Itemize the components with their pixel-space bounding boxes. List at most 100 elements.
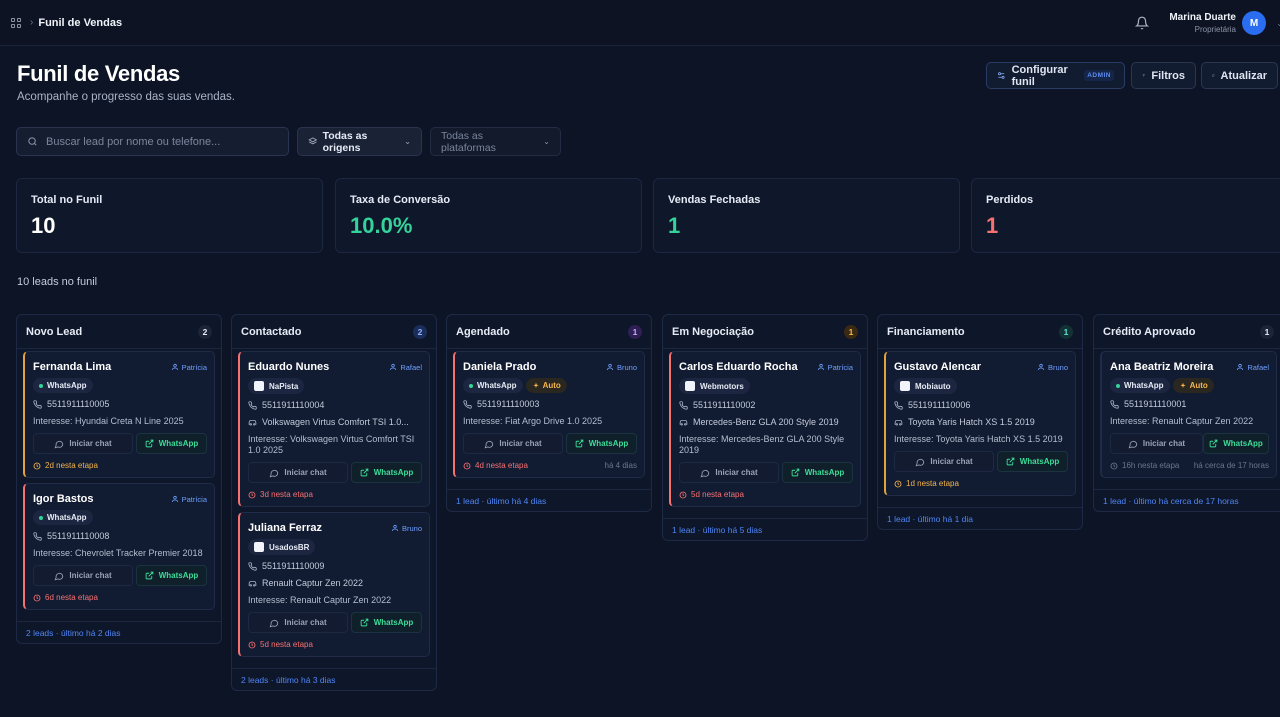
source-tag: Auto xyxy=(1172,378,1214,393)
online-dot-icon xyxy=(1116,383,1120,388)
lead-card[interactable]: Ana Beatriz Moreira Rafael WhatsApp Auto … xyxy=(1100,351,1277,478)
clock-icon xyxy=(463,462,471,469)
source-tag: NaPista xyxy=(248,378,305,394)
search-input[interactable] xyxy=(46,135,266,148)
lead-interest: Interesse: Chevrolet Tracker Premier 201… xyxy=(33,548,203,558)
lead-card[interactable]: Fernanda Lima Patrícia WhatsApp 55119111… xyxy=(23,351,215,478)
time-in-stage: 1d nesta etapa xyxy=(906,479,959,488)
stage-time: 5d nesta etapa xyxy=(248,640,422,649)
lead-card[interactable]: Carlos Eduardo Rocha Patrícia Webmotors … xyxy=(669,351,861,507)
user-icon xyxy=(1237,363,1244,371)
whatsapp-button[interactable]: WhatsApp xyxy=(782,462,853,483)
stat-closed-sales: Vendas Fechadas 1 xyxy=(653,178,960,253)
lead-name: Juliana Ferraz xyxy=(248,522,322,534)
column-title: Novo Lead xyxy=(26,325,83,338)
origin-select[interactable]: Todas as origens ⌄ xyxy=(297,127,422,156)
lead-card[interactable]: Juliana Ferraz Bruno UsadosBR 5511911110… xyxy=(238,512,430,657)
user-icon xyxy=(1037,363,1045,371)
start-chat-label: Iniciar chat xyxy=(1142,439,1186,448)
whatsapp-button[interactable]: WhatsApp xyxy=(1202,433,1269,454)
source-tags: WhatsApp xyxy=(33,378,207,393)
agent-name: Patrícia xyxy=(181,362,207,372)
whatsapp-button[interactable]: WhatsApp xyxy=(136,565,207,586)
stat-value: 1 xyxy=(986,213,999,238)
bell-icon[interactable] xyxy=(1135,16,1150,30)
time-in-stage: 4d nesta etapa xyxy=(475,461,528,470)
start-chat-button[interactable]: Iniciar chat xyxy=(1110,433,1203,454)
lead-card[interactable]: Igor Bastos Patrícia WhatsApp 5511911110… xyxy=(23,483,215,610)
whatsapp-button[interactable]: WhatsApp xyxy=(351,462,422,483)
stat-value: 10 xyxy=(31,213,56,238)
page-title: Funil de Vendas xyxy=(17,61,180,86)
start-chat-button[interactable]: Iniciar chat xyxy=(248,462,348,483)
time-in-stage: 6d nesta etapa xyxy=(45,593,98,602)
phone-number: 5511911110003 xyxy=(477,399,540,409)
apps-grid-icon[interactable] xyxy=(11,17,21,28)
start-chat-label: Iniciar chat xyxy=(284,468,327,477)
whatsapp-label: WhatsApp xyxy=(1223,439,1263,448)
lead-name: Eduardo Nunes xyxy=(248,361,330,373)
online-dot-icon xyxy=(39,515,43,520)
start-chat-label: Iniciar chat xyxy=(930,457,973,466)
start-chat-button[interactable]: Iniciar chat xyxy=(894,451,994,472)
sparkles-icon xyxy=(532,382,539,388)
external-link-icon xyxy=(360,618,369,627)
search-icon xyxy=(28,137,37,146)
column-body: Eduardo Nunes Rafael NaPista 55119111100… xyxy=(232,349,436,668)
last-activity: há 4 dias xyxy=(604,461,637,470)
whatsapp-button[interactable]: WhatsApp xyxy=(136,433,207,454)
chevron-down-icon[interactable]: ⌄ xyxy=(1276,17,1280,28)
user-icon xyxy=(390,363,397,371)
whatsapp-label: WhatsApp xyxy=(1019,457,1060,466)
whatsapp-label: WhatsApp xyxy=(373,468,414,477)
car-icon xyxy=(679,420,688,426)
admin-badge: ADMIN xyxy=(1084,70,1114,81)
lead-interest: Interesse: Renault Captur Zen 2022 xyxy=(1110,416,1254,426)
stat-label: Total no Funil xyxy=(31,194,103,206)
agent-name: Rafael xyxy=(400,362,422,372)
source-tag-label: WhatsApp xyxy=(47,513,87,522)
lead-name: Fernanda Lima xyxy=(33,361,112,373)
platform-select[interactable]: Todas as plataformas ⌄ xyxy=(430,127,561,156)
configure-funnel-button[interactable]: Configurar funil ADMIN xyxy=(986,62,1125,89)
lead-card[interactable]: Daniela Prado Bruno WhatsApp Auto 5511911… xyxy=(453,351,645,478)
stat-label: Vendas Fechadas xyxy=(668,194,761,206)
source-tag: Auto xyxy=(525,378,567,393)
whatsapp-button[interactable]: WhatsApp xyxy=(351,612,422,633)
refresh-button[interactable]: Atualizar xyxy=(1201,62,1278,89)
source-tag: WhatsApp xyxy=(33,510,93,525)
phone-icon xyxy=(894,401,903,410)
stat-conversion: Taxa de Conversão 10.0% xyxy=(335,178,642,253)
start-chat-button[interactable]: Iniciar chat xyxy=(679,462,779,483)
filters-button[interactable]: Filtros xyxy=(1131,62,1196,89)
agent-name: Rafael xyxy=(1247,362,1269,372)
lead-card[interactable]: Gustavo Alencar Bruno Mobiauto 551191111… xyxy=(884,351,1076,496)
lead-phone: 5511911110003 xyxy=(463,399,637,410)
search-box[interactable] xyxy=(16,127,289,156)
column-footer: 1 lead · último há 1 dia xyxy=(878,507,1082,529)
stage-time: 1d nesta etapa xyxy=(894,479,1068,488)
lead-card[interactable]: Eduardo Nunes Rafael NaPista 55119111100… xyxy=(238,351,430,507)
source-tag: Mobiauto xyxy=(894,378,957,394)
lead-interest: Interesse: Renault Captur Zen 2022 xyxy=(248,595,392,605)
start-chat-button[interactable]: Iniciar chat xyxy=(463,433,563,454)
start-chat-button[interactable]: Iniciar chat xyxy=(33,433,133,454)
column-count-badge: 2 xyxy=(413,324,427,339)
clock-icon xyxy=(33,594,41,601)
column-footer: 2 leads · último há 2 dias xyxy=(17,621,221,643)
source-tag: UsadosBR xyxy=(248,539,316,555)
whatsapp-button[interactable]: WhatsApp xyxy=(566,433,637,454)
source-tag-label: NaPista xyxy=(269,381,299,391)
whatsapp-label: WhatsApp xyxy=(588,439,629,448)
sparkles-icon xyxy=(1179,382,1186,388)
whatsapp-button[interactable]: WhatsApp xyxy=(997,451,1068,472)
breadcrumb[interactable]: Funil de Vendas xyxy=(38,16,123,29)
chevron-right-icon: › xyxy=(30,17,34,28)
user-info[interactable]: Marina Duarte Proprietária xyxy=(1169,12,1236,34)
phone-icon xyxy=(679,401,688,410)
start-chat-button[interactable]: Iniciar chat xyxy=(33,565,133,586)
avatar[interactable]: M xyxy=(1242,11,1266,35)
start-chat-button[interactable]: Iniciar chat xyxy=(248,612,348,633)
column-header: Crédito Aprovado 1 xyxy=(1094,315,1280,349)
external-link-icon xyxy=(145,571,154,580)
